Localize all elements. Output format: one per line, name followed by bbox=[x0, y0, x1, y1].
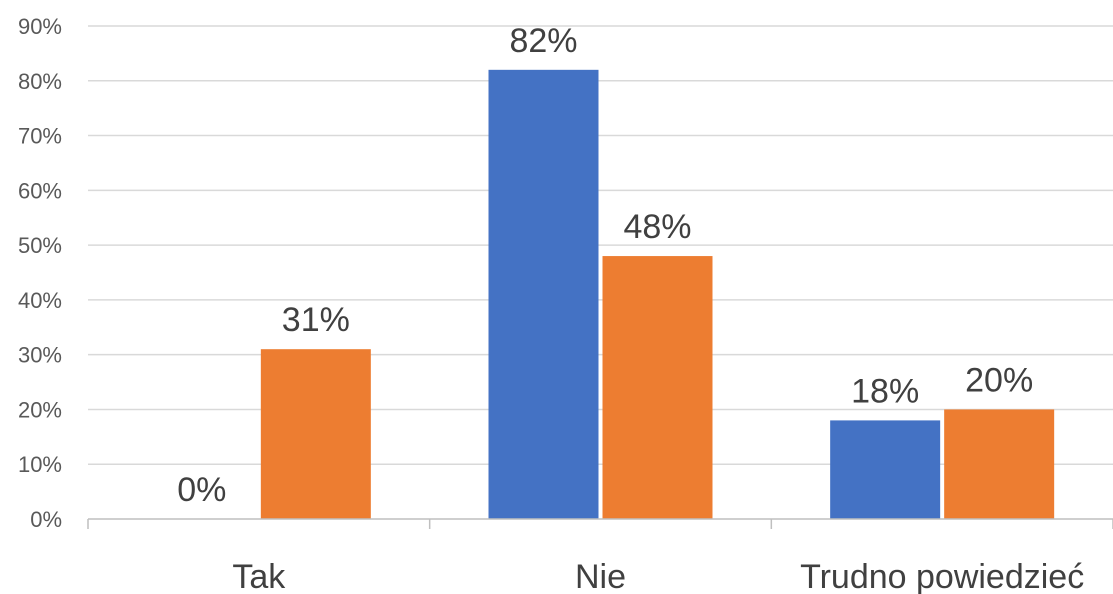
bar-series-2-2 bbox=[944, 409, 1055, 519]
category-label: Nie bbox=[575, 558, 626, 594]
y-tick-label: 80% bbox=[18, 69, 62, 94]
data-label: 82% bbox=[509, 22, 577, 60]
y-tick-label: 70% bbox=[18, 124, 62, 149]
bar-series-2-1 bbox=[602, 256, 713, 519]
data-labels: 0% 31% 82% 48% 18% 20% bbox=[177, 22, 1033, 509]
bar-series-2-0 bbox=[260, 349, 371, 519]
y-tick-label: 50% bbox=[18, 233, 62, 258]
data-label: 48% bbox=[623, 208, 691, 246]
y-tick-label: 10% bbox=[18, 452, 62, 477]
x-axis: Tak Nie Trudno powiedzieć bbox=[87, 518, 1113, 594]
category-label: Trudno powiedzieć bbox=[800, 558, 1084, 594]
y-tick-label: 60% bbox=[18, 178, 62, 203]
y-tick-label: 40% bbox=[18, 288, 62, 313]
y-tick-label: 30% bbox=[18, 343, 62, 368]
y-tick-label: 20% bbox=[18, 397, 62, 422]
y-tick-label: 0% bbox=[30, 507, 62, 532]
y-tick-label: 90% bbox=[18, 14, 62, 39]
y-axis-ticks: 0% 10% 20% 30% 40% 50% 60% 70% 80% 90% bbox=[18, 14, 62, 532]
data-label: 0% bbox=[177, 471, 226, 509]
bars bbox=[260, 69, 1055, 520]
data-label: 20% bbox=[965, 361, 1033, 399]
bar-series-1-1 bbox=[488, 69, 599, 520]
gridlines bbox=[88, 25, 1113, 465]
bar-series-1-2 bbox=[830, 420, 941, 519]
category-label: Tak bbox=[232, 558, 286, 594]
data-label: 31% bbox=[282, 301, 350, 339]
data-label: 18% bbox=[851, 372, 919, 410]
